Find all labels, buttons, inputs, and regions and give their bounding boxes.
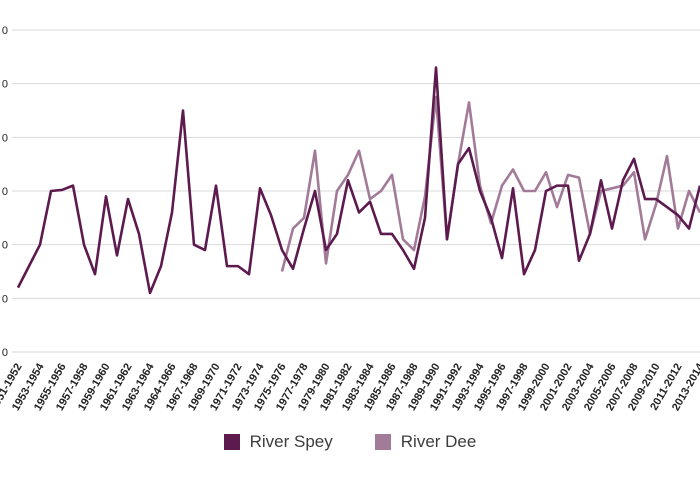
- x-axis-tick-labels: 1951-19521953-19541955-19561957-19581959…: [0, 361, 700, 413]
- y-tick-label: 0: [2, 240, 8, 252]
- y-tick-label: 0: [2, 79, 8, 91]
- river-dee-line: [280, 95, 700, 272]
- y-tick-label: 0: [2, 186, 8, 198]
- legend-swatch-river-dee: [374, 434, 391, 450]
- legend: River Spey River Dee: [0, 430, 700, 454]
- legend-swatch-river-spey: [223, 434, 240, 450]
- gridlines: [12, 29, 700, 353]
- y-tick-label: 0: [2, 347, 8, 359]
- series-river-spey: [16, 66, 700, 295]
- legend-label-river-dee: River Dee: [400, 432, 477, 451]
- series-river-dee: [280, 95, 700, 272]
- legend-item-river-dee: River Dee: [374, 432, 477, 452]
- legend-label-river-spey: River Spey: [249, 432, 333, 451]
- y-axis-tick-labels: 0 0 0 0 0 0 0: [2, 25, 8, 359]
- y-tick-label: 0: [2, 293, 8, 305]
- legend-item-river-spey: River Spey: [223, 432, 333, 452]
- y-tick-label: 0: [2, 25, 8, 37]
- river-spey-line: [16, 66, 700, 295]
- y-tick-label: 0: [2, 132, 8, 144]
